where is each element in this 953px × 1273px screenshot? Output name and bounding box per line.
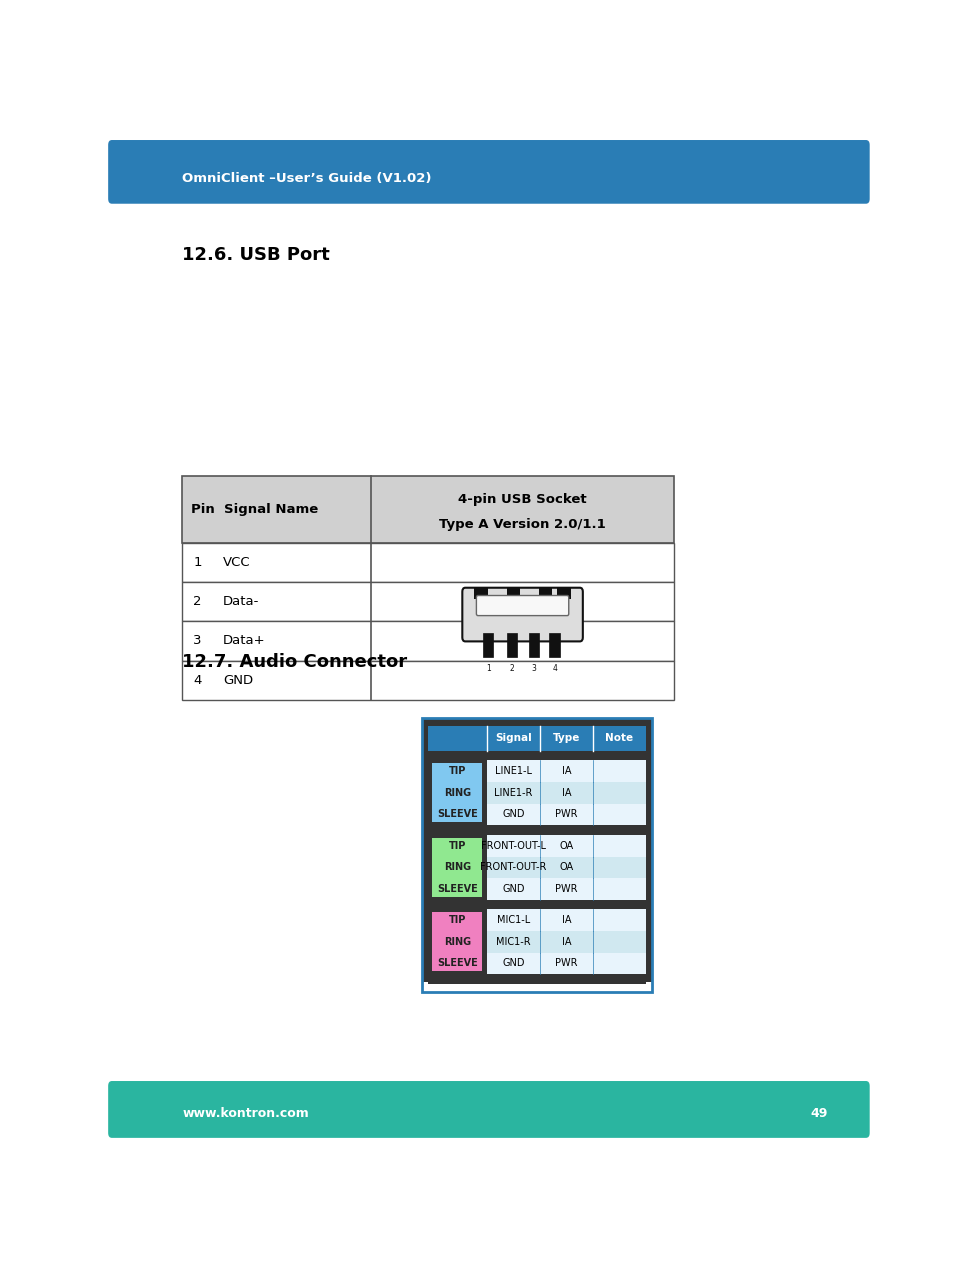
Bar: [528, 633, 538, 657]
Text: 3: 3: [193, 634, 201, 648]
Text: 4-pin USB Socket: 4-pin USB Socket: [457, 493, 586, 507]
Text: OA: OA: [558, 862, 573, 872]
Bar: [428, 909, 486, 974]
Text: 12.6. USB Port: 12.6. USB Port: [182, 246, 330, 264]
Bar: [428, 825, 645, 835]
Text: PWR: PWR: [555, 810, 578, 820]
Bar: [432, 838, 482, 896]
Bar: [421, 718, 651, 981]
Bar: [486, 909, 645, 931]
Text: SLEEVE: SLEEVE: [436, 959, 477, 969]
Bar: [486, 878, 645, 900]
Text: 49: 49: [810, 1106, 827, 1120]
Bar: [421, 718, 651, 992]
FancyBboxPatch shape: [462, 588, 582, 642]
Text: SLEEVE: SLEEVE: [436, 883, 477, 894]
Text: IA: IA: [561, 937, 571, 947]
Bar: [486, 931, 645, 952]
Text: RING: RING: [443, 862, 471, 872]
Bar: [538, 587, 552, 600]
Bar: [182, 542, 673, 582]
Text: TIP: TIP: [448, 840, 466, 850]
Bar: [428, 760, 486, 825]
Text: Type A Version 2.0/1.1: Type A Version 2.0/1.1: [438, 518, 605, 531]
Bar: [549, 633, 559, 657]
Bar: [486, 760, 645, 782]
Text: 1: 1: [193, 556, 201, 569]
Text: Data-: Data-: [222, 596, 259, 608]
Text: GND: GND: [501, 810, 524, 820]
Text: MIC1-R: MIC1-R: [496, 937, 530, 947]
Bar: [482, 633, 493, 657]
Text: Pin  Signal Name: Pin Signal Name: [191, 503, 318, 516]
Text: VCC: VCC: [222, 556, 250, 569]
FancyBboxPatch shape: [108, 140, 869, 204]
Bar: [182, 582, 673, 621]
Text: 3: 3: [531, 665, 536, 673]
Bar: [486, 803, 645, 825]
Bar: [182, 476, 673, 542]
Text: GND: GND: [501, 883, 524, 894]
Text: OA: OA: [558, 840, 573, 850]
Text: PWR: PWR: [555, 959, 578, 969]
Text: IA: IA: [561, 766, 571, 777]
Bar: [428, 974, 645, 984]
Text: LINE1-L: LINE1-L: [495, 766, 531, 777]
Text: Note: Note: [605, 733, 633, 743]
Text: IA: IA: [561, 788, 571, 798]
Text: 2: 2: [193, 596, 201, 608]
Text: OmniClient –User’s Guide (V1.02): OmniClient –User’s Guide (V1.02): [182, 172, 431, 185]
Text: 4: 4: [193, 673, 201, 686]
Bar: [182, 661, 673, 700]
Text: Data+: Data+: [222, 634, 265, 648]
Text: FRONT-OUT-L: FRONT-OUT-L: [480, 840, 545, 850]
Bar: [428, 835, 486, 900]
Text: SLEEVE: SLEEVE: [436, 810, 477, 820]
Bar: [486, 835, 645, 857]
Bar: [486, 857, 645, 878]
Bar: [428, 900, 645, 909]
Bar: [474, 587, 487, 600]
Text: 4: 4: [552, 665, 557, 673]
Bar: [557, 587, 570, 600]
Text: PWR: PWR: [555, 883, 578, 894]
Text: MIC1-L: MIC1-L: [497, 915, 530, 925]
Text: FRONT-OUT-R: FRONT-OUT-R: [479, 862, 546, 872]
Bar: [428, 726, 645, 751]
Text: www.kontron.com: www.kontron.com: [182, 1106, 309, 1120]
Text: 1: 1: [485, 665, 490, 673]
Bar: [182, 621, 673, 661]
Bar: [486, 782, 645, 803]
Bar: [428, 751, 645, 760]
Bar: [486, 952, 645, 974]
Bar: [506, 587, 519, 600]
Text: TIP: TIP: [448, 766, 466, 777]
Bar: [432, 764, 482, 822]
FancyBboxPatch shape: [476, 596, 568, 616]
Text: GND: GND: [501, 959, 524, 969]
Text: 12.7. Audio Connector: 12.7. Audio Connector: [182, 653, 407, 671]
Bar: [507, 633, 517, 657]
Text: IA: IA: [561, 915, 571, 925]
Text: RING: RING: [443, 788, 471, 798]
Bar: [432, 913, 482, 971]
Text: Signal: Signal: [495, 733, 531, 743]
Text: TIP: TIP: [448, 915, 466, 925]
FancyBboxPatch shape: [108, 1081, 869, 1138]
Text: RING: RING: [443, 937, 471, 947]
Text: Type: Type: [552, 733, 579, 743]
Text: LINE1-R: LINE1-R: [494, 788, 532, 798]
Text: 2: 2: [509, 665, 514, 673]
Text: GND: GND: [222, 673, 253, 686]
